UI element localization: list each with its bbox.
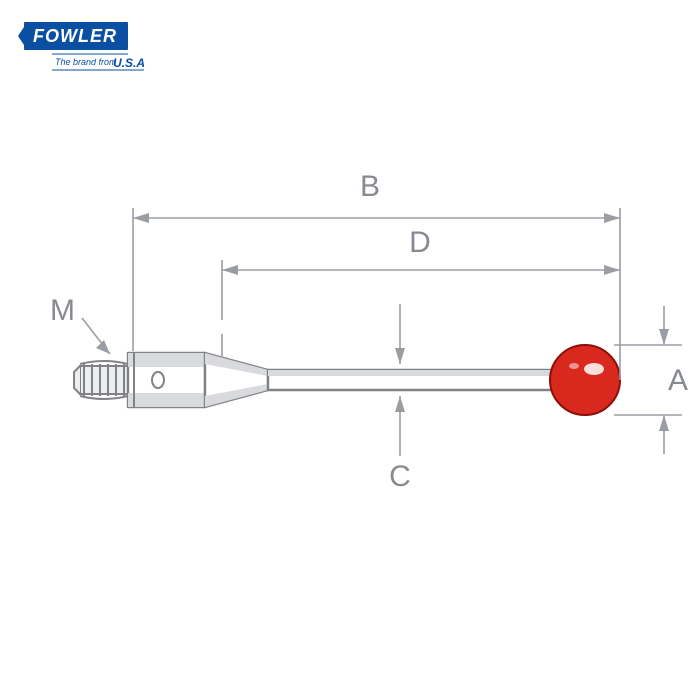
label-a: A	[668, 364, 688, 397]
dimension-a: A	[614, 306, 688, 454]
label-b: B	[360, 170, 380, 203]
dimensions: B D A C	[50, 170, 688, 493]
logo-notch-icon	[18, 27, 24, 45]
cross-hole-icon	[152, 372, 164, 388]
dimension-d: D	[222, 226, 620, 356]
dimension-m: M	[50, 294, 110, 354]
dimension-c: C	[389, 304, 411, 493]
logo-subtext: The brand from	[55, 57, 117, 67]
label-d: D	[409, 226, 431, 259]
brand-logo: FOWLER The brand from U.S.A	[18, 22, 145, 70]
ruby-ball-icon	[550, 345, 620, 415]
probe-stylus	[74, 345, 620, 415]
label-m: M	[50, 294, 75, 327]
label-c: C	[389, 460, 411, 493]
dimension-b: B	[133, 170, 620, 380]
collar	[128, 353, 205, 407]
logo-brand-text: FOWLER	[33, 26, 117, 46]
thread-icon	[74, 361, 128, 399]
logo-country: U.S.A	[113, 56, 145, 70]
probe-diagram: FOWLER The brand from U.S.A	[0, 0, 700, 700]
